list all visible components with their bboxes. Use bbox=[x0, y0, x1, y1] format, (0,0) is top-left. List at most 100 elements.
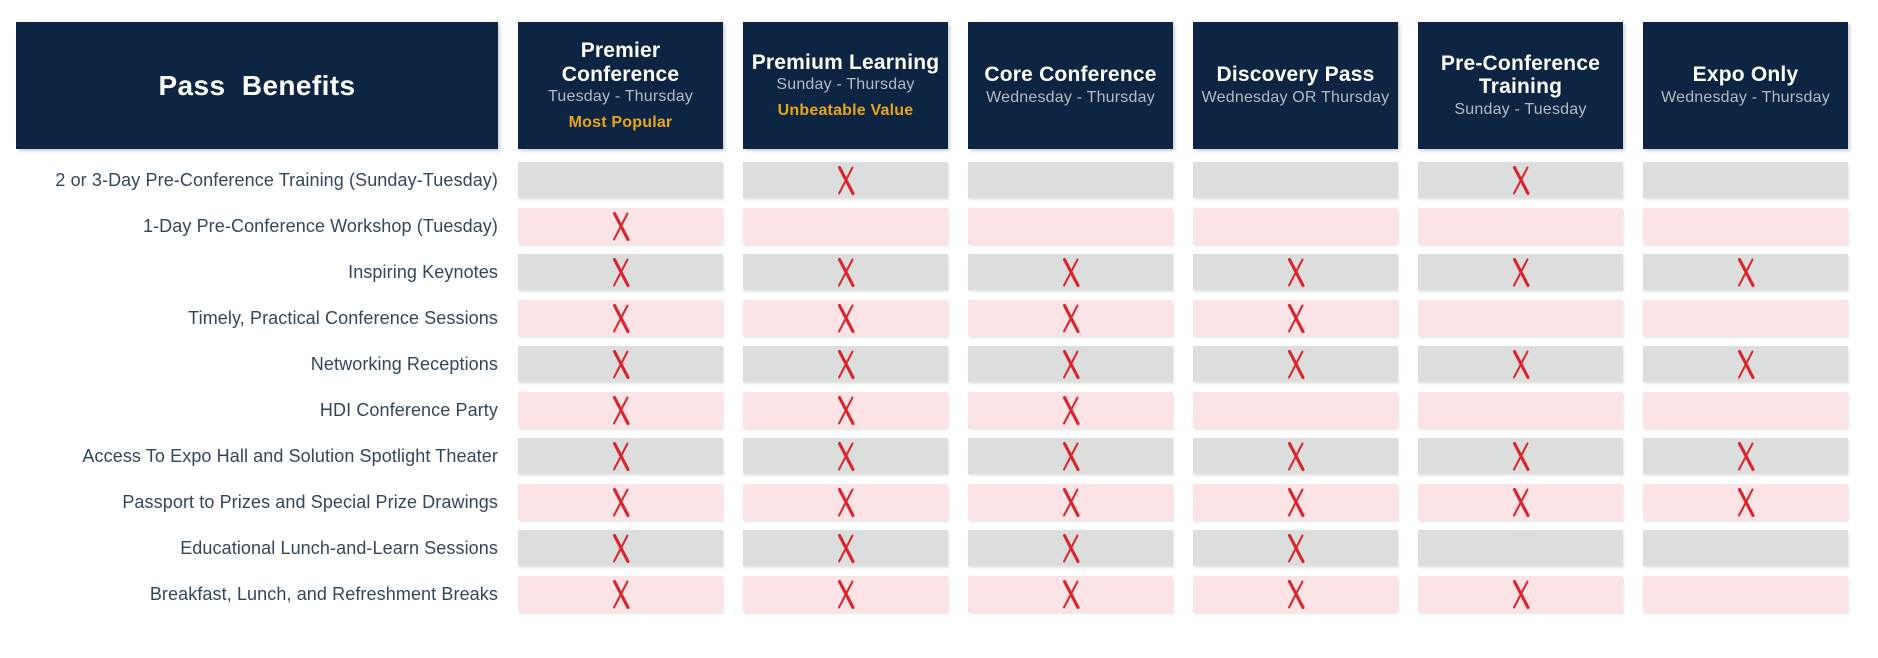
benefit-included-cell bbox=[1193, 438, 1398, 474]
red-x-icon bbox=[612, 441, 630, 471]
red-x-icon bbox=[1512, 165, 1530, 195]
benefit-included-cell bbox=[1193, 576, 1398, 612]
benefit-included-cell bbox=[743, 392, 948, 428]
pass-dates: Sunday - Tuesday bbox=[1454, 100, 1587, 118]
benefit-empty-cell bbox=[1418, 530, 1623, 566]
benefit-included-cell bbox=[1643, 438, 1848, 474]
pass-title: Premier Conference bbox=[561, 39, 680, 86]
red-x-icon bbox=[837, 579, 855, 609]
red-x-icon bbox=[837, 487, 855, 517]
benefit-row: Networking Receptions bbox=[0, 346, 1878, 382]
red-x-icon bbox=[1512, 441, 1530, 471]
red-x-icon bbox=[1062, 395, 1080, 425]
pass-column-header-4: Discovery Pass Wednesday OR Thursday bbox=[1193, 22, 1398, 149]
pass-title: Discovery Pass bbox=[1216, 63, 1375, 87]
benefit-label: Breakfast, Lunch, and Refreshment Breaks bbox=[149, 583, 498, 604]
benefit-included-cell bbox=[1418, 484, 1623, 520]
red-x-icon bbox=[1287, 303, 1305, 333]
red-x-icon bbox=[1737, 441, 1755, 471]
benefit-row: Inspiring Keynotes bbox=[0, 254, 1878, 290]
benefit-empty-cell bbox=[1643, 392, 1848, 428]
benefit-included-cell bbox=[743, 530, 948, 566]
red-x-icon bbox=[1062, 303, 1080, 333]
benefit-included-cell bbox=[1418, 576, 1623, 612]
benefit-row: Passport to Prizes and Special Prize Dra… bbox=[0, 484, 1878, 520]
red-x-icon bbox=[1512, 579, 1530, 609]
benefit-included-cell bbox=[518, 576, 723, 612]
benefit-empty-cell bbox=[1643, 208, 1848, 244]
red-x-icon bbox=[837, 165, 855, 195]
benefit-row: 1-Day Pre-Conference Workshop (Tuesday) bbox=[0, 208, 1878, 244]
red-x-icon bbox=[1287, 487, 1305, 517]
red-x-icon bbox=[837, 533, 855, 563]
benefit-included-cell bbox=[518, 254, 723, 290]
benefit-empty-cell bbox=[1193, 162, 1398, 198]
benefit-empty-cell bbox=[1643, 530, 1848, 566]
benefit-included-cell bbox=[743, 300, 948, 336]
benefit-empty-cell bbox=[1643, 576, 1848, 612]
benefit-empty-cell bbox=[743, 208, 948, 244]
pass-title: Pre-Conference Training bbox=[1440, 51, 1601, 99]
red-x-icon bbox=[837, 303, 855, 333]
benefit-included-cell bbox=[968, 300, 1173, 336]
benefit-label: Networking Receptions bbox=[310, 353, 498, 374]
red-x-icon bbox=[837, 349, 855, 379]
red-x-icon bbox=[612, 533, 630, 563]
pass-dates: Wednesday - Thursday bbox=[1661, 88, 1830, 106]
benefit-included-cell bbox=[1643, 346, 1848, 382]
benefit-included-cell bbox=[968, 346, 1173, 382]
pass-column-header-5: Pre-Conference Training Sunday - Tuesday bbox=[1418, 22, 1623, 149]
table-header-row: Pass Benefits Premier Conference Tuesday … bbox=[0, 22, 1878, 149]
benefit-label: 1-Day Pre-Conference Workshop (Tuesday) bbox=[142, 215, 498, 236]
benefit-label: Timely, Practical Conference Sessions bbox=[188, 307, 498, 328]
pass-column-header-6: Expo Only Wednesday - Thursday bbox=[1643, 22, 1848, 149]
pass-badge: Most Popular bbox=[568, 113, 673, 131]
benefit-row: Educational Lunch-and-Learn Sessions bbox=[0, 530, 1878, 566]
red-x-icon bbox=[1512, 349, 1530, 379]
red-x-icon bbox=[612, 303, 630, 333]
benefit-included-cell bbox=[1418, 346, 1623, 382]
benefit-included-cell bbox=[1418, 438, 1623, 474]
benefit-included-cell bbox=[968, 530, 1173, 566]
benefit-empty-cell bbox=[1418, 392, 1623, 428]
benefit-label: HDI Conference Party bbox=[319, 399, 498, 420]
benefit-empty-cell bbox=[1418, 300, 1623, 336]
benefit-included-cell bbox=[968, 484, 1173, 520]
benefit-included-cell bbox=[1418, 162, 1623, 198]
red-x-icon bbox=[1062, 579, 1080, 609]
red-x-icon bbox=[837, 441, 855, 471]
benefit-included-cell bbox=[1193, 530, 1398, 566]
pass-column-header-3: Core Conference Wednesday - Thursday bbox=[968, 22, 1173, 149]
pass-title: Premium Learning bbox=[751, 50, 940, 74]
red-x-icon bbox=[1062, 533, 1080, 563]
red-x-icon bbox=[1287, 441, 1305, 471]
benefit-included-cell bbox=[1643, 254, 1848, 290]
red-x-icon bbox=[612, 211, 630, 241]
pass-title: Core Conference bbox=[984, 63, 1157, 87]
red-x-icon bbox=[1737, 257, 1755, 287]
benefit-row: HDI Conference Party bbox=[0, 392, 1878, 428]
benefit-empty-cell bbox=[1418, 208, 1623, 244]
benefit-included-cell bbox=[518, 300, 723, 336]
red-x-icon bbox=[1062, 487, 1080, 517]
benefit-included-cell bbox=[968, 254, 1173, 290]
benefit-empty-cell bbox=[968, 162, 1173, 198]
red-x-icon bbox=[1287, 257, 1305, 287]
pass-column-header-2: Premium Learning Sunday - Thursday Unbeata… bbox=[743, 22, 948, 149]
red-x-icon bbox=[1737, 349, 1755, 379]
pass-benefits-comparison-table: Pass Benefits Premier Conference Tuesday … bbox=[0, 22, 1878, 658]
benefit-empty-cell bbox=[1643, 162, 1848, 198]
red-x-icon bbox=[1287, 579, 1305, 609]
pass-title: Expo Only bbox=[1692, 63, 1799, 87]
benefit-included-cell bbox=[518, 392, 723, 428]
benefit-label: Passport to Prizes and Special Prize Dra… bbox=[122, 491, 498, 512]
benefit-included-cell bbox=[743, 438, 948, 474]
pass-dates: Wednesday - Thursday bbox=[986, 88, 1155, 106]
benefit-included-cell bbox=[1193, 346, 1398, 382]
benefit-included-cell bbox=[1193, 254, 1398, 290]
benefit-included-cell bbox=[1418, 254, 1623, 290]
red-x-icon bbox=[612, 579, 630, 609]
benefit-label: Inspiring Keynotes bbox=[348, 261, 498, 282]
benefit-included-cell bbox=[518, 484, 723, 520]
benefit-row: Timely, Practical Conference Sessions bbox=[0, 300, 1878, 336]
